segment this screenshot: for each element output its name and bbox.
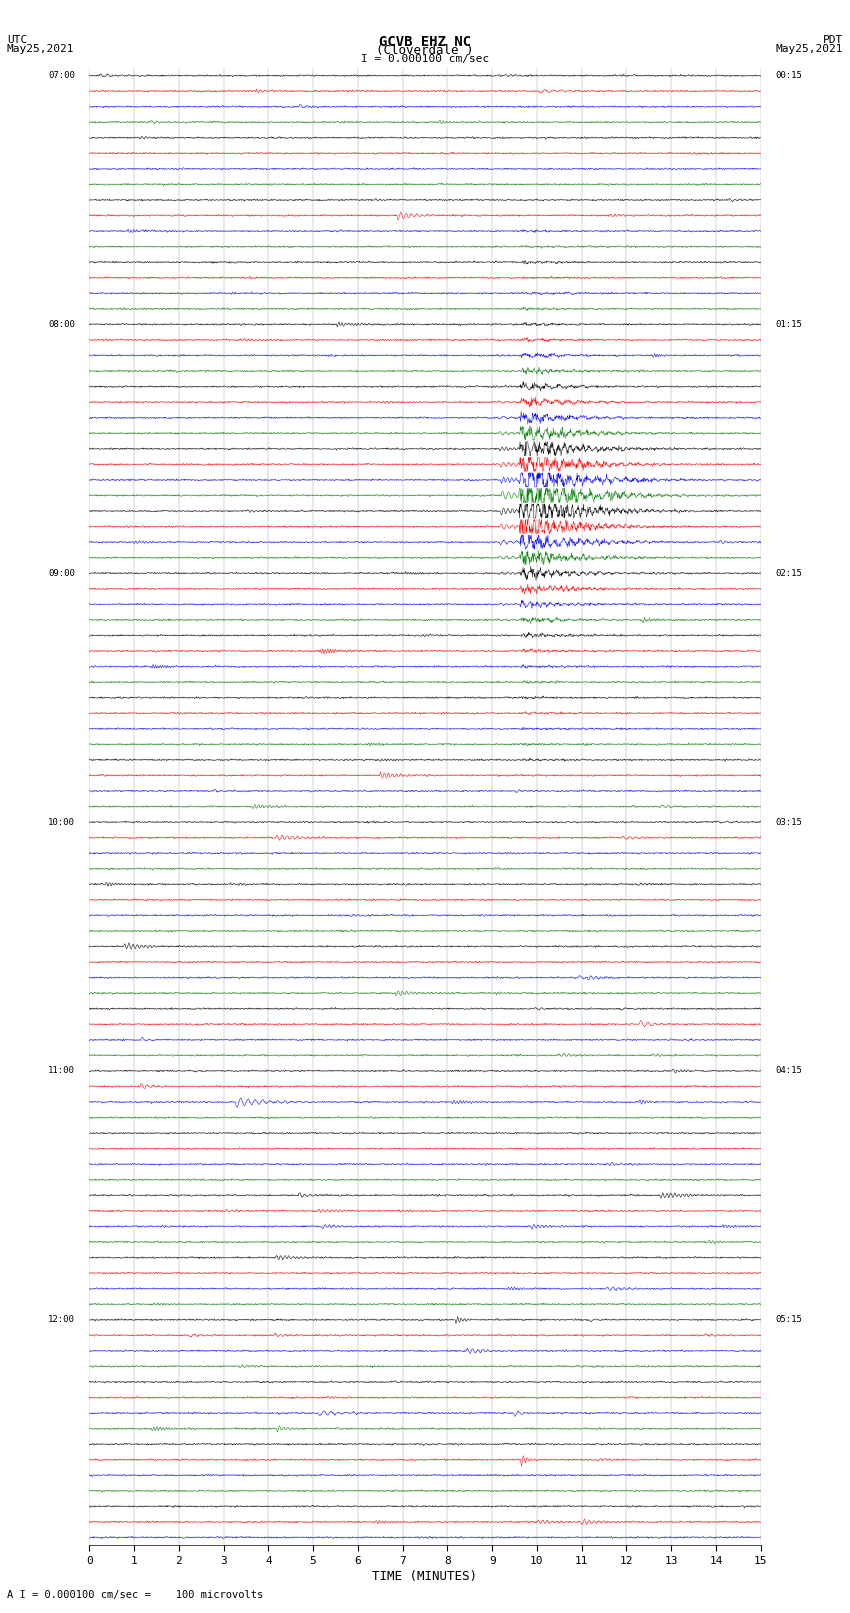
Text: (Cloverdale ): (Cloverdale ) [377,44,473,56]
X-axis label: TIME (MINUTES): TIME (MINUTES) [372,1569,478,1582]
Text: 00:15: 00:15 [775,71,802,81]
Text: A I = 0.000100 cm/sec =    100 microvolts: A I = 0.000100 cm/sec = 100 microvolts [7,1590,263,1600]
Text: 09:00: 09:00 [48,569,75,577]
Text: 07:00: 07:00 [48,71,75,81]
Text: I = 0.000100 cm/sec: I = 0.000100 cm/sec [361,53,489,65]
Text: 11:00: 11:00 [48,1066,75,1076]
Text: UTC: UTC [7,35,27,45]
Text: 01:15: 01:15 [775,319,802,329]
Text: May25,2021: May25,2021 [7,44,74,53]
Text: 12:00: 12:00 [48,1315,75,1324]
Text: 10:00: 10:00 [48,818,75,826]
Text: 08:00: 08:00 [48,319,75,329]
Text: GCVB EHZ NC: GCVB EHZ NC [379,35,471,48]
Text: 04:15: 04:15 [775,1066,802,1076]
Text: 05:15: 05:15 [775,1315,802,1324]
Text: May25,2021: May25,2021 [776,44,843,53]
Text: PDT: PDT [823,35,843,45]
Text: 02:15: 02:15 [775,569,802,577]
Text: 03:15: 03:15 [775,818,802,826]
